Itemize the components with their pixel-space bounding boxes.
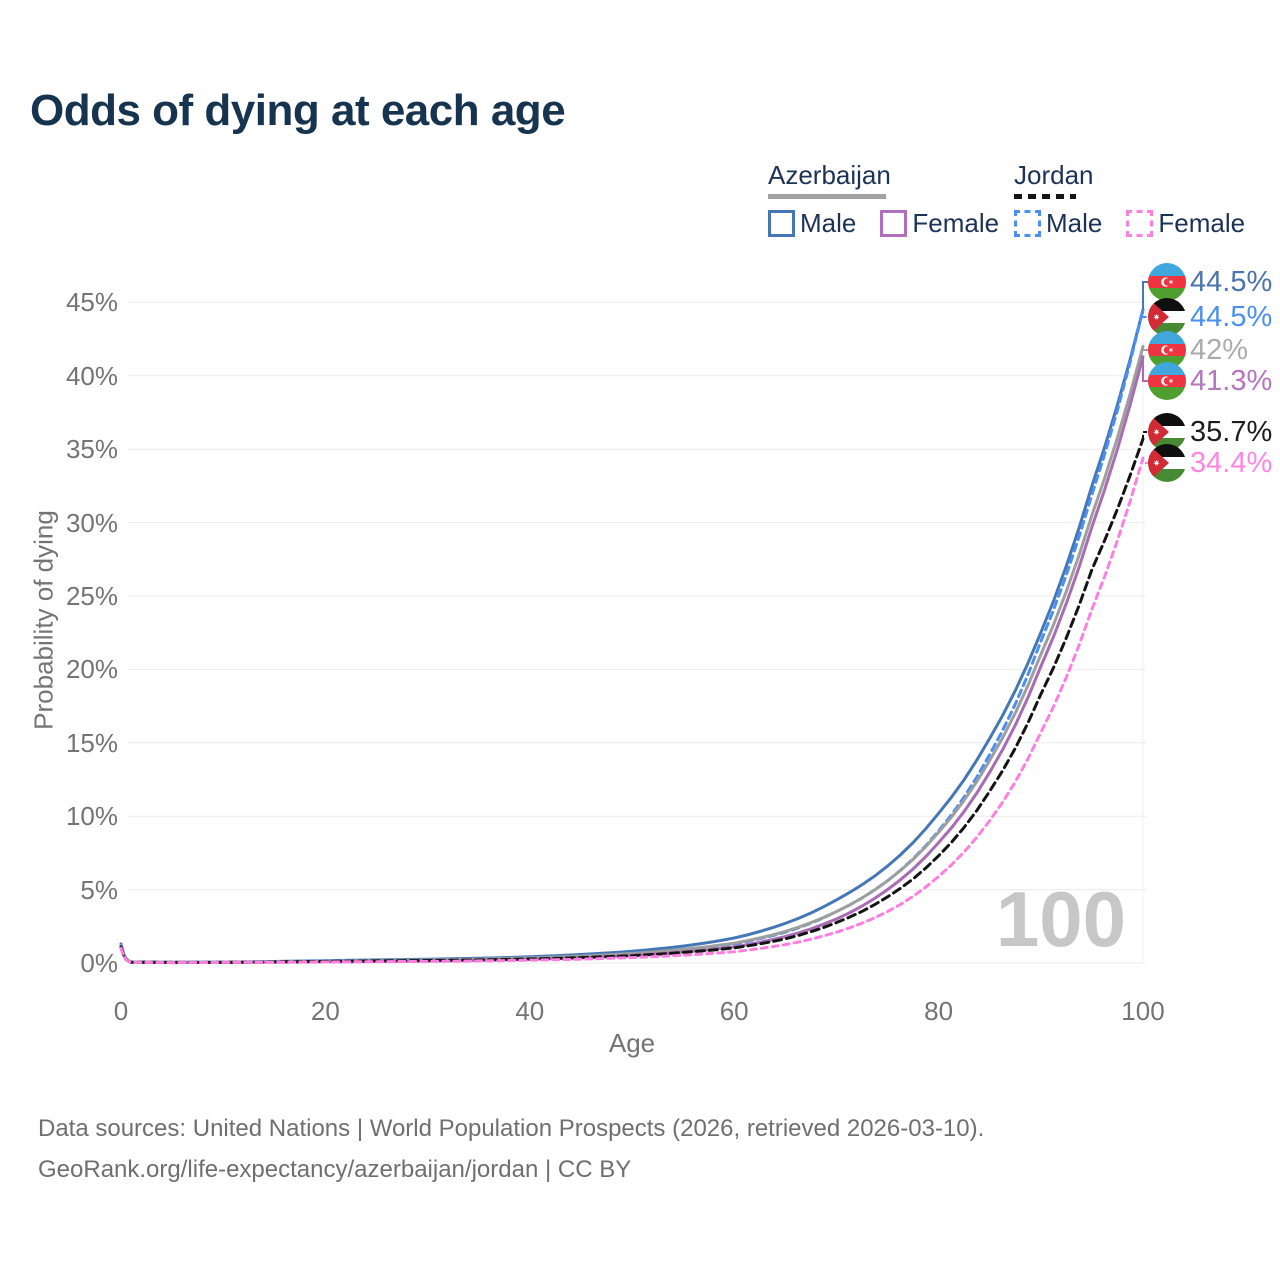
legend-item-jordan-male[interactable]: Male xyxy=(1014,208,1102,239)
end-label-value: 35.7% xyxy=(1190,415,1273,448)
end-label-value: 44.5% xyxy=(1190,265,1273,298)
legend-group-jordan: Jordan Male Female xyxy=(1014,160,1245,239)
leader-line-jordan-total xyxy=(1142,431,1149,439)
x-axis-title: Age xyxy=(608,1028,656,1058)
y-tick-label: 30% xyxy=(65,507,118,538)
leader-line-jordan-female xyxy=(1142,458,1149,464)
leader-line-jordan-male xyxy=(1142,309,1149,318)
y-tick-label: 45% xyxy=(65,287,118,318)
legend-item-jordan-female[interactable]: Female xyxy=(1126,208,1245,239)
x-tick-label: 60 xyxy=(719,996,749,1026)
legend-item-label: Female xyxy=(912,208,1000,238)
data-source-note: Data sources: United Nations | World Pop… xyxy=(38,1108,984,1190)
legend-group-azerbaijan: Azerbaijan Male Female xyxy=(768,160,999,239)
leader-line-azerbaijan-male xyxy=(1142,281,1149,310)
legend-item-label: Female xyxy=(1158,208,1246,238)
x-tick-label: 0 xyxy=(113,996,129,1026)
leader-line-azerbaijan-female xyxy=(1142,356,1149,382)
legend-line-sample-solid xyxy=(768,194,886,199)
legend-item-label: Male xyxy=(800,208,857,238)
series-lines xyxy=(119,308,1145,965)
legend-swatch-icon xyxy=(1014,210,1041,237)
end-label-value: 44.5% xyxy=(1190,300,1273,333)
y-tick-label: 25% xyxy=(65,581,118,611)
end-label-azerbaijan-male: 44.5% xyxy=(1148,263,1272,301)
legend-item-azerbaijan-male[interactable]: Male xyxy=(768,208,856,239)
y-tick-label: 35% xyxy=(65,434,118,465)
legend-swatch-icon xyxy=(768,210,795,237)
series-line-jordan-male xyxy=(119,308,1145,964)
y-tick-label: 40% xyxy=(65,360,118,391)
legend-group-name[interactable]: Jordan xyxy=(1014,160,1094,190)
legend-group-name[interactable]: Azerbaijan xyxy=(768,160,891,190)
x-tick-label: 80 xyxy=(924,996,954,1026)
y-axis-title: Probability of dying xyxy=(28,510,59,730)
page-title: Odds of dying at each age xyxy=(30,86,566,135)
jordan-flag-icon xyxy=(1148,298,1186,336)
end-label-value: 34.4% xyxy=(1190,446,1273,479)
y-tick-label: 15% xyxy=(65,727,118,758)
y-tick-label: 10% xyxy=(65,801,118,832)
series-line-jordan-total xyxy=(119,437,1145,964)
watermark-age-100: 100 xyxy=(996,875,1126,963)
azerbaijan-flag-icon xyxy=(1148,263,1186,301)
y-tick-label: 0% xyxy=(80,948,118,978)
y-tick-label: 20% xyxy=(65,654,118,685)
end-label-value: 41.3% xyxy=(1190,364,1273,397)
legend-swatch-icon xyxy=(1126,210,1154,237)
gridlines xyxy=(128,273,1146,964)
legend-line-sample-dashed xyxy=(1014,194,1076,199)
series-line-azerbaijan-total xyxy=(119,344,1145,964)
label-leader-lines xyxy=(1142,281,1149,464)
series-line-azerbaijan-female xyxy=(119,355,1145,965)
legend-swatch-icon xyxy=(880,210,908,237)
y-tick-label: 5% xyxy=(80,874,118,905)
attribution-line: GeoRank.org/life-expectancy/azerbaijan/j… xyxy=(38,1156,632,1183)
data-source-line: Data sources: United Nations | World Pop… xyxy=(38,1115,985,1142)
azerbaijan-flag-icon xyxy=(1148,362,1186,400)
end-label-azerbaijan-total: 42% xyxy=(1148,331,1248,369)
legend-item-label: Male xyxy=(1046,208,1103,238)
plot-area: 100 xyxy=(119,273,1149,965)
series-line-azerbaijan-male xyxy=(119,308,1145,964)
leader-line-azerbaijan-total xyxy=(1142,346,1149,351)
series-line-jordan-female xyxy=(119,456,1145,965)
x-tick-label: 20 xyxy=(310,996,340,1026)
legend-item-azerbaijan-female[interactable]: Female xyxy=(880,208,999,239)
end-label-jordan-female: 34.4% xyxy=(1148,444,1272,482)
end-label-jordan-male: 44.5% xyxy=(1148,298,1272,336)
end-label-value: 42% xyxy=(1190,333,1249,366)
x-tick-label: 100 xyxy=(1121,996,1165,1026)
x-tick-label: 40 xyxy=(515,996,545,1026)
end-label-azerbaijan-female: 41.3% xyxy=(1148,362,1272,400)
jordan-flag-icon xyxy=(1148,444,1186,482)
